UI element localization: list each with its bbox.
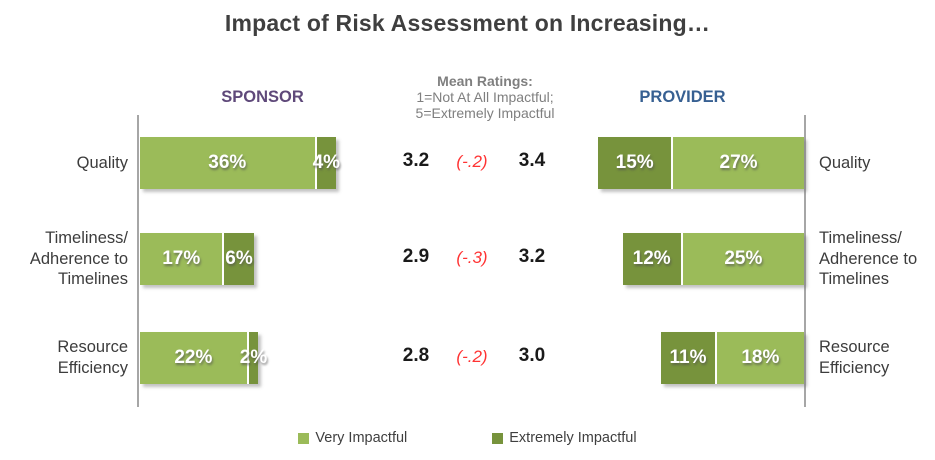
provider-bar-timeliness: 12% 25% xyxy=(622,233,804,285)
legend-label: Very Impactful xyxy=(315,430,408,446)
mean-ratings-note-line2: 5=Extremely Impactful xyxy=(415,105,555,121)
bar-value-label: 17% xyxy=(162,248,201,269)
category-label-timeliness-right: Timeliness/ Adherence to Timelines xyxy=(819,229,918,289)
bar-value-label: 6% xyxy=(225,248,253,269)
provider-timeliness-extremely-impactful-segment: 12% xyxy=(622,233,681,285)
sponsor-bar-timeliness: 17% 6% xyxy=(140,233,254,285)
category-label-timeliness-left: Timeliness/ Adherence to Timelines xyxy=(29,229,128,289)
mean-ratings-note-line1: 1=Not At All Impactful; xyxy=(416,89,554,105)
mean-ratings-note-heading: Mean Ratings: xyxy=(437,73,533,89)
legend-label: Extremely Impactful xyxy=(509,430,637,446)
category-label-quality-left: Quality xyxy=(76,153,128,172)
legend-item-very-impactful: Very Impactful xyxy=(298,430,407,446)
bar-value-label: 12% xyxy=(632,248,671,269)
chart-title: Impact of Risk Assessment on Increasing… xyxy=(224,10,711,36)
bar-value-label: 15% xyxy=(615,152,654,173)
provider-panel-heading: PROVIDER xyxy=(639,88,726,106)
bar-value-label: 25% xyxy=(724,248,763,269)
bar-value-label: 18% xyxy=(741,347,780,368)
sponsor-resource-very-impactful-segment: 22% xyxy=(140,332,247,384)
sponsor-bar-quality: 36% 4% xyxy=(140,137,340,189)
category-label-quality-right: Quality xyxy=(819,153,871,172)
mean-delta-quality: (-.2) xyxy=(456,152,488,171)
sponsor-resource-extremely-impactful-segment: 2% xyxy=(240,332,267,384)
category-label-resource-left: Resource Efficiency xyxy=(57,338,128,377)
bar-value-label: 36% xyxy=(208,152,247,173)
sponsor-panel-heading: SPONSOR xyxy=(221,88,304,106)
very-impactful-swatch-icon xyxy=(298,432,310,444)
bar-value-label: 22% xyxy=(174,347,213,368)
sponsor-mean-resource: 2.8 xyxy=(402,345,430,366)
sponsor-mean-timeliness: 2.9 xyxy=(402,246,430,267)
extremely-impactful-swatch-icon xyxy=(492,432,504,444)
provider-mean-quality: 3.4 xyxy=(518,150,546,171)
provider-bar-resource: 11% 18% xyxy=(661,332,804,384)
mean-delta-timeliness: (-.3) xyxy=(456,248,488,267)
sponsor-bar-resource: 22% 2% xyxy=(140,332,267,384)
provider-mean-resource: 3.0 xyxy=(518,345,546,366)
bar-value-label: 4% xyxy=(312,152,341,173)
bar-value-label: 27% xyxy=(719,152,758,173)
provider-mean-timeliness: 3.2 xyxy=(518,246,546,267)
category-label-resource-right: Resource Efficiency xyxy=(819,338,890,377)
provider-resource-extremely-impactful-segment: 11% xyxy=(661,332,715,384)
provider-quality-very-impactful-segment: 27% xyxy=(671,137,804,189)
sponsor-quality-very-impactful-segment: 36% xyxy=(140,137,315,189)
sponsor-axis-line xyxy=(137,115,139,407)
sponsor-timeliness-very-impactful-segment: 17% xyxy=(140,233,223,285)
sponsor-quality-extremely-impactful-segment: 4% xyxy=(313,137,340,189)
bar-value-label: 2% xyxy=(239,347,268,368)
mean-ratings-note: Mean Ratings: 1=Not At All Impactful; 5=… xyxy=(385,73,585,121)
sponsor-mean-quality: 3.2 xyxy=(402,150,430,171)
provider-axis-line xyxy=(804,115,806,407)
provider-bar-quality: 15% 27% xyxy=(598,137,804,189)
legend: Very Impactful Extremely Impactful xyxy=(0,430,935,446)
sponsor-timeliness-extremely-impactful-segment: 6% xyxy=(222,233,254,285)
bar-value-label: 11% xyxy=(669,347,707,368)
provider-quality-extremely-impactful-segment: 15% xyxy=(598,137,672,189)
provider-resource-very-impactful-segment: 18% xyxy=(714,332,804,384)
mean-delta-resource: (-.2) xyxy=(456,347,488,366)
legend-item-extremely-impactful: Extremely Impactful xyxy=(492,430,637,446)
provider-timeliness-very-impactful-segment: 25% xyxy=(680,233,804,285)
